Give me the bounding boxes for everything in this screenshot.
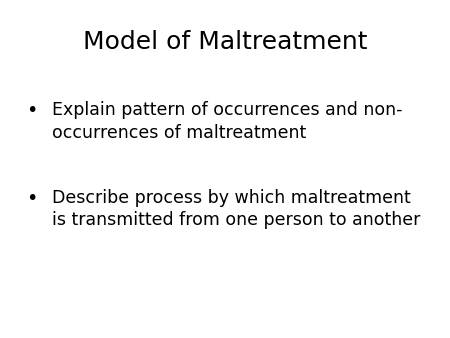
Text: Model of Maltreatment: Model of Maltreatment bbox=[83, 30, 367, 54]
Text: •: • bbox=[26, 189, 37, 208]
Text: Describe process by which maltreatment
is transmitted from one person to another: Describe process by which maltreatment i… bbox=[52, 189, 420, 230]
Text: Explain pattern of occurrences and non-
occurrences of maltreatment: Explain pattern of occurrences and non- … bbox=[52, 101, 402, 142]
Text: •: • bbox=[26, 101, 37, 120]
